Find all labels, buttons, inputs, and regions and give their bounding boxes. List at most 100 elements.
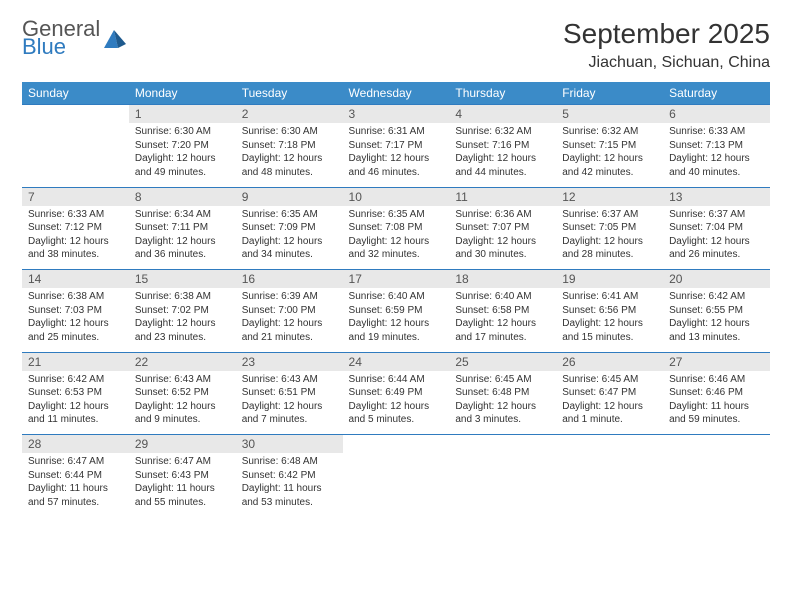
daylight-line: Daylight: 12 hours and 36 minutes. bbox=[135, 235, 230, 262]
sunset-line: Sunset: 6:59 PM bbox=[349, 304, 444, 318]
day-content-cell: Sunrise: 6:38 AMSunset: 7:02 PMDaylight:… bbox=[129, 288, 236, 352]
sunrise-line: Sunrise: 6:43 AM bbox=[242, 373, 337, 387]
day-content-cell: Sunrise: 6:38 AMSunset: 7:03 PMDaylight:… bbox=[22, 288, 129, 352]
sunrise-line: Sunrise: 6:32 AM bbox=[562, 125, 657, 139]
day-content-cell: Sunrise: 6:43 AMSunset: 6:51 PMDaylight:… bbox=[236, 371, 343, 435]
pyramid-icon bbox=[104, 28, 130, 48]
day-content-cell: Sunrise: 6:30 AMSunset: 7:20 PMDaylight:… bbox=[129, 123, 236, 187]
daylight-line: Daylight: 12 hours and 23 minutes. bbox=[135, 317, 230, 344]
day-number-cell: 5 bbox=[556, 105, 663, 124]
daylight-line: Daylight: 12 hours and 11 minutes. bbox=[28, 400, 123, 427]
daylight-line: Daylight: 12 hours and 21 minutes. bbox=[242, 317, 337, 344]
day-content-cell: Sunrise: 6:35 AMSunset: 7:08 PMDaylight:… bbox=[343, 206, 450, 270]
sunset-line: Sunset: 6:49 PM bbox=[349, 386, 444, 400]
daylight-line: Daylight: 11 hours and 57 minutes. bbox=[28, 482, 123, 509]
sunset-line: Sunset: 7:17 PM bbox=[349, 139, 444, 153]
day-content-cell: Sunrise: 6:44 AMSunset: 6:49 PMDaylight:… bbox=[343, 371, 450, 435]
location: Jiachuan, Sichuan, China bbox=[563, 54, 770, 72]
daylight-line: Daylight: 11 hours and 53 minutes. bbox=[242, 482, 337, 509]
sunrise-line: Sunrise: 6:37 AM bbox=[669, 208, 764, 222]
daylight-line: Daylight: 12 hours and 34 minutes. bbox=[242, 235, 337, 262]
day-content-cell: Sunrise: 6:42 AMSunset: 6:53 PMDaylight:… bbox=[22, 371, 129, 435]
sunrise-line: Sunrise: 6:46 AM bbox=[669, 373, 764, 387]
day-number-cell: 14 bbox=[22, 270, 129, 289]
day-number-cell: 2 bbox=[236, 105, 343, 124]
day-content-cell: Sunrise: 6:43 AMSunset: 6:52 PMDaylight:… bbox=[129, 371, 236, 435]
sunrise-line: Sunrise: 6:38 AM bbox=[135, 290, 230, 304]
day-number-cell bbox=[343, 435, 450, 454]
daylight-line: Daylight: 12 hours and 26 minutes. bbox=[669, 235, 764, 262]
day-content-cell: Sunrise: 6:33 AMSunset: 7:12 PMDaylight:… bbox=[22, 206, 129, 270]
sunrise-line: Sunrise: 6:35 AM bbox=[349, 208, 444, 222]
day-content-cell: Sunrise: 6:36 AMSunset: 7:07 PMDaylight:… bbox=[449, 206, 556, 270]
day-content-cell: Sunrise: 6:32 AMSunset: 7:15 PMDaylight:… bbox=[556, 123, 663, 187]
daylight-line: Daylight: 12 hours and 19 minutes. bbox=[349, 317, 444, 344]
sunset-line: Sunset: 7:05 PM bbox=[562, 221, 657, 235]
day-number-cell: 17 bbox=[343, 270, 450, 289]
day-number-row: 21222324252627 bbox=[22, 352, 770, 371]
day-content-cell: Sunrise: 6:42 AMSunset: 6:55 PMDaylight:… bbox=[663, 288, 770, 352]
day-content-row: Sunrise: 6:30 AMSunset: 7:20 PMDaylight:… bbox=[22, 123, 770, 187]
sunset-line: Sunset: 6:52 PM bbox=[135, 386, 230, 400]
day-number-cell: 11 bbox=[449, 187, 556, 206]
day-number-cell: 28 bbox=[22, 435, 129, 454]
sunset-line: Sunset: 6:47 PM bbox=[562, 386, 657, 400]
day-content-cell: Sunrise: 6:40 AMSunset: 6:59 PMDaylight:… bbox=[343, 288, 450, 352]
day-content-cell: Sunrise: 6:47 AMSunset: 6:43 PMDaylight:… bbox=[129, 453, 236, 517]
daylight-line: Daylight: 12 hours and 13 minutes. bbox=[669, 317, 764, 344]
daylight-line: Daylight: 12 hours and 32 minutes. bbox=[349, 235, 444, 262]
daylight-line: Daylight: 11 hours and 59 minutes. bbox=[669, 400, 764, 427]
day-number-cell: 24 bbox=[343, 352, 450, 371]
day-content-cell: Sunrise: 6:48 AMSunset: 6:42 PMDaylight:… bbox=[236, 453, 343, 517]
sunrise-line: Sunrise: 6:32 AM bbox=[455, 125, 550, 139]
weekday-header-row: Sunday Monday Tuesday Wednesday Thursday… bbox=[22, 82, 770, 105]
sunset-line: Sunset: 7:02 PM bbox=[135, 304, 230, 318]
day-content-cell bbox=[556, 453, 663, 517]
day-content-cell bbox=[22, 123, 129, 187]
day-content-row: Sunrise: 6:47 AMSunset: 6:44 PMDaylight:… bbox=[22, 453, 770, 517]
sunset-line: Sunset: 7:18 PM bbox=[242, 139, 337, 153]
day-number-cell bbox=[22, 105, 129, 124]
day-number-cell: 4 bbox=[449, 105, 556, 124]
daylight-line: Daylight: 12 hours and 38 minutes. bbox=[28, 235, 123, 262]
sunrise-line: Sunrise: 6:30 AM bbox=[242, 125, 337, 139]
sunset-line: Sunset: 7:08 PM bbox=[349, 221, 444, 235]
sunset-line: Sunset: 6:56 PM bbox=[562, 304, 657, 318]
daylight-line: Daylight: 12 hours and 9 minutes. bbox=[135, 400, 230, 427]
sunset-line: Sunset: 7:09 PM bbox=[242, 221, 337, 235]
day-number-cell: 21 bbox=[22, 352, 129, 371]
day-content-cell: Sunrise: 6:47 AMSunset: 6:44 PMDaylight:… bbox=[22, 453, 129, 517]
sunrise-line: Sunrise: 6:42 AM bbox=[28, 373, 123, 387]
daylight-line: Daylight: 12 hours and 1 minute. bbox=[562, 400, 657, 427]
sunset-line: Sunset: 7:20 PM bbox=[135, 139, 230, 153]
day-number-cell: 19 bbox=[556, 270, 663, 289]
sunset-line: Sunset: 6:55 PM bbox=[669, 304, 764, 318]
day-content-cell: Sunrise: 6:45 AMSunset: 6:48 PMDaylight:… bbox=[449, 371, 556, 435]
day-number-row: 282930 bbox=[22, 435, 770, 454]
day-number-cell bbox=[663, 435, 770, 454]
sunrise-line: Sunrise: 6:45 AM bbox=[562, 373, 657, 387]
daylight-line: Daylight: 12 hours and 44 minutes. bbox=[455, 152, 550, 179]
day-content-row: Sunrise: 6:38 AMSunset: 7:03 PMDaylight:… bbox=[22, 288, 770, 352]
weekday-header: Wednesday bbox=[343, 82, 450, 105]
daylight-line: Daylight: 12 hours and 15 minutes. bbox=[562, 317, 657, 344]
day-number-cell: 22 bbox=[129, 352, 236, 371]
sunset-line: Sunset: 7:12 PM bbox=[28, 221, 123, 235]
sunset-line: Sunset: 7:04 PM bbox=[669, 221, 764, 235]
daylight-line: Daylight: 12 hours and 48 minutes. bbox=[242, 152, 337, 179]
day-number-cell: 27 bbox=[663, 352, 770, 371]
sunrise-line: Sunrise: 6:38 AM bbox=[28, 290, 123, 304]
daylight-line: Daylight: 12 hours and 17 minutes. bbox=[455, 317, 550, 344]
sunset-line: Sunset: 7:03 PM bbox=[28, 304, 123, 318]
day-content-cell: Sunrise: 6:41 AMSunset: 6:56 PMDaylight:… bbox=[556, 288, 663, 352]
day-content-cell: Sunrise: 6:40 AMSunset: 6:58 PMDaylight:… bbox=[449, 288, 556, 352]
sunset-line: Sunset: 7:07 PM bbox=[455, 221, 550, 235]
daylight-line: Daylight: 12 hours and 28 minutes. bbox=[562, 235, 657, 262]
sunrise-line: Sunrise: 6:41 AM bbox=[562, 290, 657, 304]
sunrise-line: Sunrise: 6:35 AM bbox=[242, 208, 337, 222]
weekday-header: Thursday bbox=[449, 82, 556, 105]
daylight-line: Daylight: 12 hours and 46 minutes. bbox=[349, 152, 444, 179]
logo: General Blue bbox=[22, 18, 130, 58]
sunrise-line: Sunrise: 6:30 AM bbox=[135, 125, 230, 139]
day-number-cell: 9 bbox=[236, 187, 343, 206]
